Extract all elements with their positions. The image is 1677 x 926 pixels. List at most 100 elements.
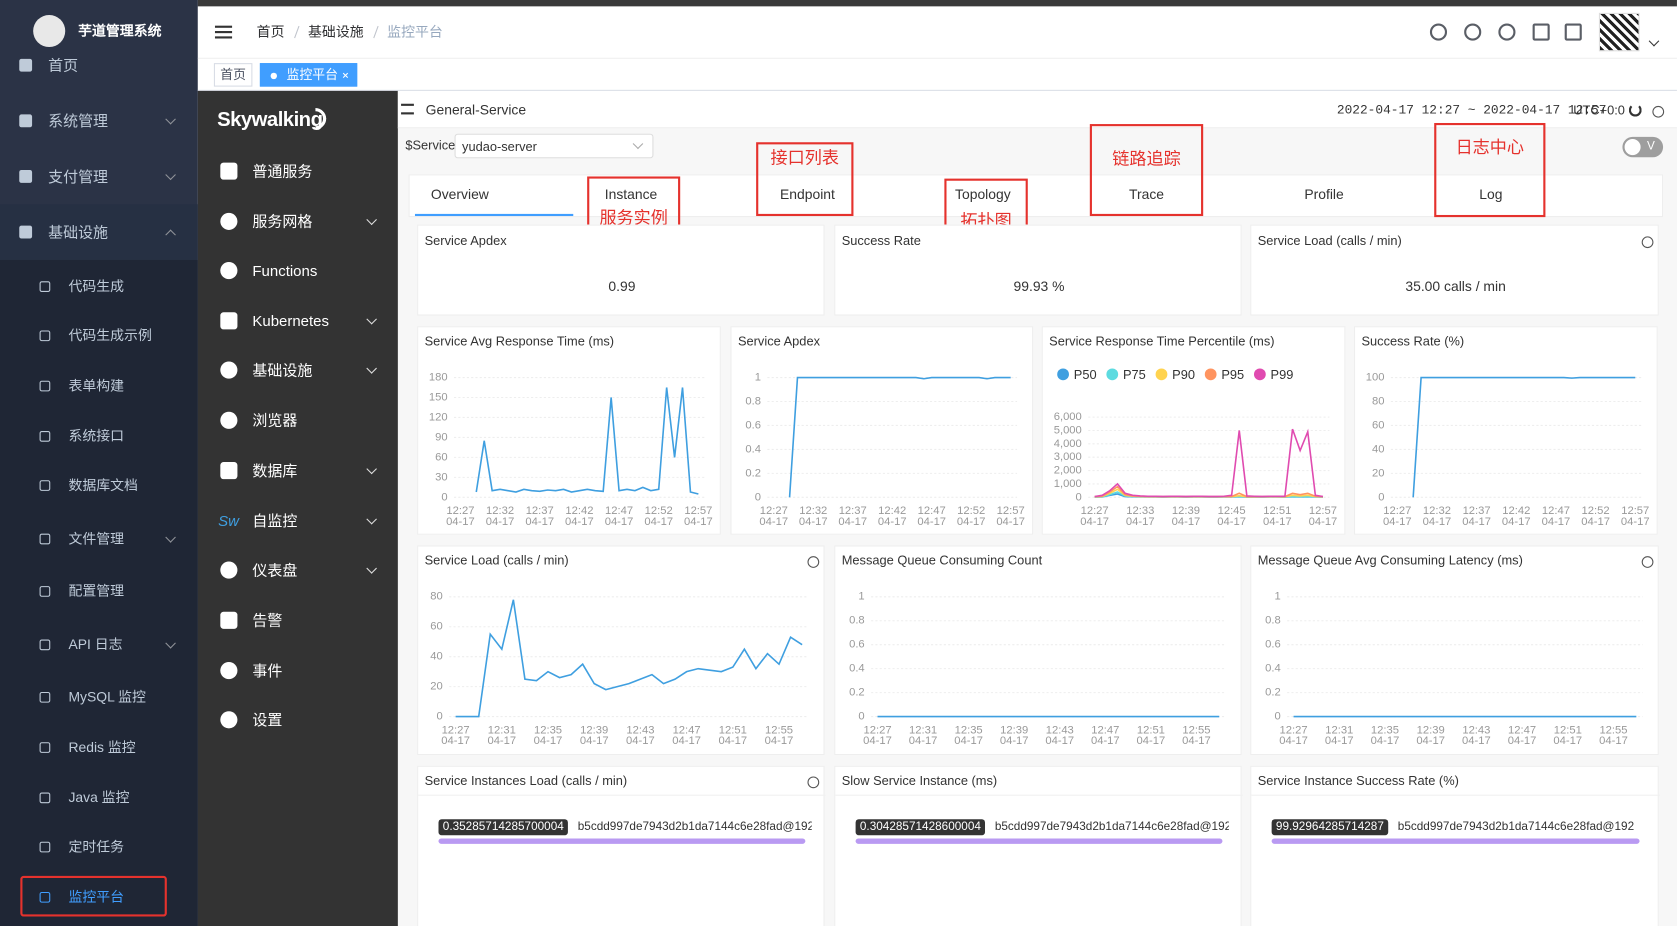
x-tick-date: 04-17 xyxy=(1621,516,1650,528)
x-tick-label: 12:57 xyxy=(997,505,1025,517)
menu-item[interactable]: 首页 xyxy=(48,56,79,74)
y-tick-label: 30 xyxy=(435,471,447,483)
submenu-item[interactable]: Java 监控 xyxy=(68,789,130,806)
annotation-box xyxy=(756,142,854,217)
tag[interactable]: 监控平台 xyxy=(259,63,358,87)
y-tick-label: 5,000 xyxy=(1054,424,1082,436)
y-tick-label: 150 xyxy=(429,391,448,403)
sw-menu-icon xyxy=(220,162,238,180)
submenu-item[interactable]: 定时任务 xyxy=(68,838,125,855)
submenu-item[interactable]: 配置管理 xyxy=(68,582,125,599)
submenu-item[interactable]: 代码生成示例 xyxy=(68,327,152,344)
sw-menu-item[interactable]: 告警 xyxy=(252,611,283,629)
breadcrumb[interactable]: 基础设施 xyxy=(308,23,364,40)
submenu-item[interactable]: 文件管理 xyxy=(68,530,125,547)
sw-menu-item[interactable]: Kubernetes xyxy=(252,312,329,330)
y-tick-label: 20 xyxy=(1372,467,1384,479)
refresh-icon[interactable] xyxy=(1628,103,1642,117)
instance-name[interactable]: b5cdd997de7943d2b1da7144c6e28fad@192 xyxy=(577,820,812,834)
menu-item[interactable]: 支付管理 xyxy=(48,167,109,186)
card-value: 0.99 xyxy=(608,278,636,295)
legend-label: P90 xyxy=(1172,367,1195,382)
x-tick-date: 04-17 xyxy=(565,516,594,528)
x-tick-label: 12:35 xyxy=(534,724,562,736)
sw-menu-item[interactable]: 普通服务 xyxy=(252,162,313,180)
tab[interactable]: Trace xyxy=(1128,186,1165,203)
instance-card: Service Instances Load (calls / min) 0.35… xyxy=(417,765,826,926)
card-divider xyxy=(835,794,1243,796)
instance-name[interactable]: b5cdd997de7943d2b1da7144c6e28fad@192 xyxy=(994,820,1229,834)
x-tick-label: 12:57 xyxy=(684,505,712,517)
info-icon xyxy=(807,556,820,568)
x-tick-date: 04-17 xyxy=(1383,516,1412,528)
menu-item[interactable]: 基础设施 xyxy=(48,223,109,241)
sw-menu-item[interactable]: 数据库 xyxy=(252,462,298,480)
menu-item[interactable]: 系统管理 xyxy=(48,112,109,130)
submenu-item[interactable]: 监控平台 xyxy=(68,888,125,905)
x-tick-date: 04-17 xyxy=(1000,735,1029,747)
sw-menu-item[interactable]: Functions xyxy=(252,262,318,280)
x-tick-date: 04-17 xyxy=(486,516,515,528)
instance-name[interactable]: b5cdd997de7943d2b1da7144c6e28fad@192 xyxy=(1397,820,1635,834)
tab[interactable]: Topology xyxy=(955,186,1011,203)
x-tick-date: 04-17 xyxy=(1325,735,1354,747)
legend-swatch xyxy=(1155,368,1168,381)
submenu-item[interactable]: 数据库文档 xyxy=(68,476,138,494)
sw-logo: Skywalking xyxy=(217,109,323,132)
x-tick-label: 12:51 xyxy=(1263,505,1291,517)
x-tick-label: 12:37 xyxy=(526,505,554,517)
x-tick-label: 12:27 xyxy=(863,724,891,736)
tag-label: 监控平台 xyxy=(286,67,338,83)
breadcrumb[interactable]: 首页 xyxy=(256,23,285,40)
service-select[interactable]: yudao-server xyxy=(454,133,654,159)
series-line xyxy=(1094,428,1324,498)
x-tick-date: 04-17 xyxy=(1508,735,1537,747)
sw-menu-item[interactable]: 自监控 xyxy=(252,512,298,530)
stat-card: Service Apdex 0.99 xyxy=(417,224,825,316)
sw-menu-item[interactable]: 事件 xyxy=(252,662,283,680)
y-tick-label: 1 xyxy=(1274,591,1280,603)
sw-menu-item[interactable]: 基础设施 xyxy=(252,361,313,379)
tab[interactable]: Instance xyxy=(604,186,658,203)
tabs-bar xyxy=(408,174,1664,218)
tab[interactable]: Endpoint xyxy=(780,186,835,203)
sw-menu-icon xyxy=(220,411,238,429)
sw-menu-item[interactable]: 浏览器 xyxy=(252,411,298,429)
x-tick-date: 04-17 xyxy=(1502,516,1531,528)
submenu-item[interactable]: 代码生成 xyxy=(68,278,125,295)
submenu-item[interactable]: Redis 监控 xyxy=(68,739,136,756)
tab[interactable]: Overview xyxy=(430,186,489,203)
x-tick-label: 12:31 xyxy=(1325,724,1353,736)
annotation-box xyxy=(1089,124,1204,217)
x-tick-label: 12:27 xyxy=(760,505,788,517)
sw-menu-icon xyxy=(220,312,238,330)
dash-header xyxy=(397,90,1677,129)
submenu-icon xyxy=(39,891,51,903)
sw-menu-icon xyxy=(220,711,238,729)
legend-label: P50 xyxy=(1074,367,1097,382)
y-tick-label: 60 xyxy=(430,621,442,633)
sw-menu-item[interactable]: 设置 xyxy=(252,711,283,729)
x-tick-date: 04-17 xyxy=(580,735,609,747)
hamburger-line xyxy=(214,25,233,28)
tab[interactable]: Profile xyxy=(1304,186,1344,203)
submenu-item[interactable]: MySQL 监控 xyxy=(68,688,146,705)
tab[interactable]: Log xyxy=(1479,186,1503,203)
card-title: Service Apdex xyxy=(424,233,507,249)
x-tick-date: 04-17 xyxy=(1462,735,1491,747)
submenu-item[interactable]: API 日志 xyxy=(68,636,123,653)
sw-menu-item[interactable]: 服务网格 xyxy=(252,212,313,230)
x-tick-label: 12:45 xyxy=(1218,505,1246,517)
chart-card: Message Queue Consuming Count 0 0.2 0.4 0.6 0… xyxy=(834,545,1242,756)
x-tick-date: 04-17 xyxy=(799,516,828,528)
x-tick-label: 12:47 xyxy=(918,505,946,517)
submenu-item[interactable]: 系统接口 xyxy=(68,427,125,444)
toggle-label: V xyxy=(1647,140,1655,153)
series-line xyxy=(1412,376,1636,498)
tag[interactable]: 首页 xyxy=(213,63,253,87)
toolbar-icon xyxy=(1464,23,1482,41)
toggle[interactable]: V xyxy=(1622,136,1664,158)
submenu-icon xyxy=(39,533,51,545)
sw-menu-item[interactable]: 仪表盘 xyxy=(252,561,298,579)
submenu-item[interactable]: 表单构建 xyxy=(68,377,125,394)
